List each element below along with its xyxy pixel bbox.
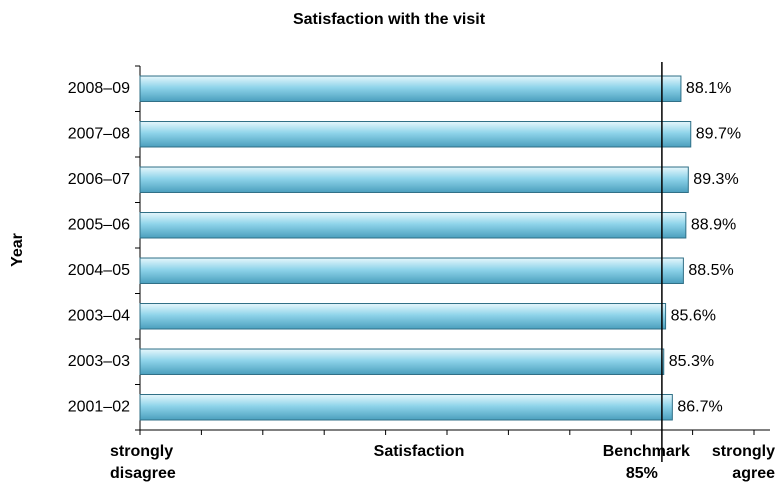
y-tick-label: 2003–03 [68, 353, 130, 370]
bar [139, 303, 667, 330]
y-tick-label: 2004–05 [68, 262, 130, 279]
data-label: 88.5% [688, 262, 733, 279]
bar [139, 121, 692, 148]
bar [139, 75, 682, 102]
benchmark-label: Benchmark [603, 443, 690, 460]
y-tick-label: 2001–02 [68, 398, 130, 415]
data-label: 89.7% [696, 125, 741, 142]
y-tick-label: 2003–04 [68, 307, 130, 324]
data-label: 85.6% [671, 307, 716, 324]
x-axis-label: Satisfaction [374, 443, 465, 460]
bar [139, 394, 673, 421]
x-min-label: disagree [110, 465, 176, 482]
bar [139, 166, 689, 193]
x-max-label: agree [732, 465, 775, 482]
y-tick-label: 2007–08 [68, 125, 130, 142]
x-max-label: strongly [712, 443, 775, 460]
benchmark-label: 85% [626, 465, 658, 482]
bar [139, 257, 684, 284]
y-axis-label: Year [9, 233, 26, 267]
x-min-label: strongly [110, 443, 173, 460]
data-label: 86.7% [677, 398, 722, 415]
y-tick-label: 2005–06 [68, 216, 130, 233]
data-label: 89.3% [693, 171, 738, 188]
data-label: 88.9% [691, 216, 736, 233]
data-label: 85.3% [669, 353, 714, 370]
bar [139, 212, 687, 239]
bar [139, 348, 665, 375]
y-tick-label: 2008–09 [68, 80, 130, 97]
chart-title: Satisfaction with the visit [293, 11, 486, 28]
data-label: 88.1% [686, 80, 731, 97]
y-tick-label: 2006–07 [68, 171, 130, 188]
